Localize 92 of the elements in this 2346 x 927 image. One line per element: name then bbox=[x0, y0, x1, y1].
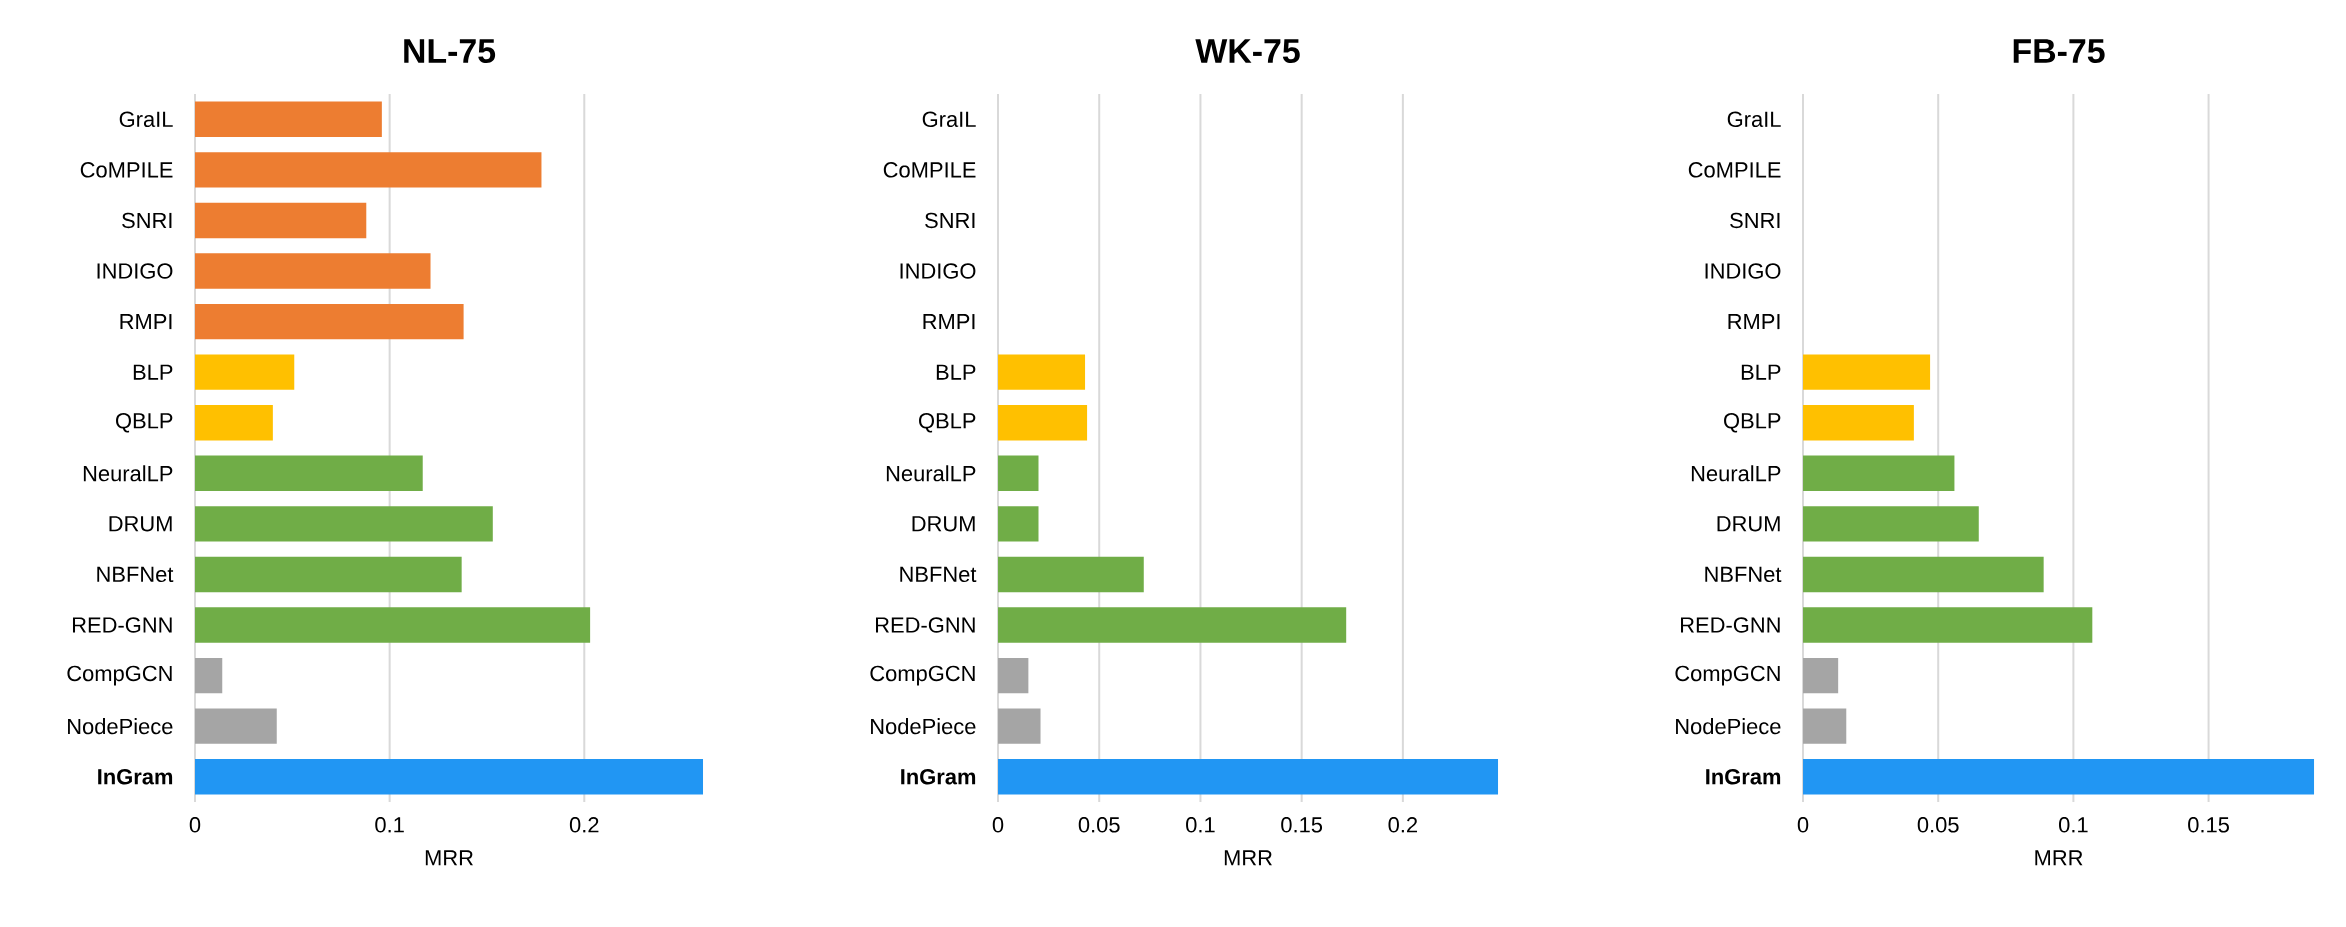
bar bbox=[195, 253, 431, 289]
x-tick-label: 0.05 bbox=[1078, 817, 1120, 833]
bar bbox=[998, 556, 1144, 593]
y-tick-label: NBFNet bbox=[97, 566, 174, 583]
y-tick-label: RMPI bbox=[923, 314, 975, 330]
bar bbox=[998, 708, 1041, 744]
bar bbox=[1803, 657, 1839, 694]
bar bbox=[195, 556, 462, 593]
bar bbox=[195, 506, 493, 542]
y-tick-label: NBFNet bbox=[900, 566, 977, 583]
bar bbox=[195, 354, 295, 390]
bar bbox=[998, 455, 1039, 491]
bar bbox=[195, 405, 273, 441]
y-tick-label: CompGCN bbox=[1675, 665, 1780, 686]
x-tick-label: 0.15 bbox=[2188, 817, 2229, 833]
y-tick-label: RED-GNN bbox=[1681, 617, 1780, 633]
y-tick-label: INDIGO bbox=[900, 263, 976, 279]
y-tick-label: NeuralLP bbox=[1691, 465, 1781, 482]
chart-title: NL-75 bbox=[404, 39, 496, 64]
y-tick-label: QBLP bbox=[1724, 413, 1781, 433]
x-tick-label: 0.05 bbox=[1917, 817, 1959, 833]
y-tick-label: DRUM bbox=[1717, 516, 1780, 532]
x-axis-title: MRR bbox=[425, 850, 473, 866]
bar bbox=[998, 759, 1499, 795]
x-tick-label: 0.1 bbox=[375, 817, 404, 833]
bar bbox=[195, 303, 464, 340]
y-tick-label: GraIL bbox=[119, 111, 173, 128]
bar bbox=[1803, 405, 1914, 441]
y-tick-label: CoMPILE bbox=[80, 162, 173, 178]
bar bbox=[1803, 506, 1979, 542]
bar bbox=[998, 354, 1086, 390]
bar bbox=[1803, 354, 1931, 390]
y-tick-label: BLP bbox=[1741, 364, 1781, 380]
bar bbox=[1803, 455, 1955, 491]
y-tick-label: RED-GNN bbox=[72, 617, 172, 633]
y-tick-label: RMPI bbox=[120, 314, 172, 330]
y-tick-label: NodePiece bbox=[871, 718, 976, 735]
y-tick-label: NodePiece bbox=[1676, 718, 1781, 735]
y-tick-label: DRUM bbox=[912, 516, 975, 532]
y-tick-label: InGram bbox=[901, 768, 976, 785]
y-tick-label: INDIGO bbox=[1705, 263, 1781, 279]
bar bbox=[195, 455, 423, 491]
bar bbox=[195, 657, 223, 694]
y-tick-label: SNRI bbox=[925, 212, 975, 229]
bar bbox=[1803, 607, 2093, 643]
bar bbox=[195, 607, 591, 643]
y-tick-label: CoMPILE bbox=[883, 162, 976, 178]
y-tick-label: NeuralLP bbox=[83, 465, 173, 482]
y-tick-label: DRUM bbox=[109, 516, 172, 532]
y-tick-label: QBLP bbox=[116, 413, 173, 433]
y-tick-label: BLP bbox=[936, 364, 976, 380]
x-tick-label: 0 bbox=[992, 817, 1004, 833]
x-tick-label: 0.2 bbox=[569, 817, 599, 833]
bar bbox=[1803, 759, 2315, 795]
y-tick-label: NeuralLP bbox=[886, 465, 976, 482]
x-axis-title: MRR bbox=[2035, 850, 2083, 866]
x-tick-label: 0 bbox=[189, 817, 201, 833]
y-tick-label: CoMPILE bbox=[1688, 162, 1781, 178]
bar bbox=[195, 101, 382, 137]
x-tick-label: 0.1 bbox=[1186, 817, 1215, 833]
chart-title: WK-75 bbox=[1195, 39, 1300, 64]
y-tick-label: RED-GNN bbox=[876, 617, 975, 633]
y-tick-label: NBFNet bbox=[1705, 566, 1782, 583]
x-tick-label: 0 bbox=[1797, 817, 1809, 833]
y-tick-label: CompGCN bbox=[67, 665, 172, 686]
y-tick-label: InGram bbox=[98, 768, 173, 785]
chart-title: FB-75 bbox=[2013, 39, 2105, 64]
y-tick-label: InGram bbox=[1706, 768, 1781, 785]
y-tick-label: GraIL bbox=[922, 111, 976, 128]
y-tick-label: INDIGO bbox=[97, 263, 173, 279]
x-axis-title: MRR bbox=[1224, 850, 1272, 866]
bar bbox=[195, 708, 277, 744]
y-tick-label: CompGCN bbox=[870, 665, 975, 686]
x-tick-label: 0.15 bbox=[1281, 817, 1323, 833]
x-tick-label: 0.2 bbox=[1388, 817, 1418, 833]
bar bbox=[998, 657, 1029, 694]
bar bbox=[1803, 556, 2044, 593]
y-tick-label: BLP bbox=[133, 364, 173, 380]
bar bbox=[998, 607, 1347, 643]
bar bbox=[1803, 708, 1847, 744]
bar bbox=[195, 152, 542, 188]
bar bbox=[998, 506, 1039, 542]
y-tick-label: RMPI bbox=[1728, 314, 1780, 330]
y-tick-label: QBLP bbox=[919, 413, 976, 433]
y-tick-label: GraIL bbox=[1727, 111, 1781, 128]
x-tick-label: 0.1 bbox=[2059, 817, 2088, 833]
bar bbox=[998, 405, 1088, 441]
y-tick-label: SNRI bbox=[122, 212, 172, 229]
bar bbox=[195, 759, 704, 795]
y-tick-label: SNRI bbox=[1730, 212, 1780, 229]
bar bbox=[195, 202, 367, 239]
y-tick-label: NodePiece bbox=[68, 718, 173, 735]
